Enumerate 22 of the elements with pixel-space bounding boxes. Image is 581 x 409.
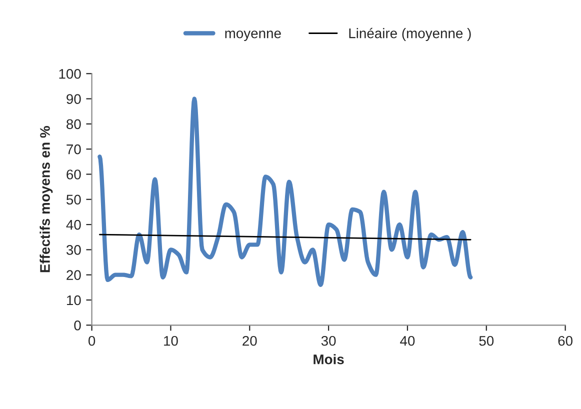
- y-tick-label: 70: [66, 144, 81, 154]
- y-tick-label: 90: [66, 94, 81, 104]
- x-tick-label: 40: [400, 336, 415, 346]
- y-tick-label: 0: [74, 320, 81, 330]
- x-tick-label: 10: [164, 336, 178, 346]
- y-tick-label: 100: [59, 68, 81, 79]
- x-tick-label: 50: [479, 336, 494, 346]
- legend-label: moyenne: [225, 30, 281, 41]
- x-tick-label: 60: [558, 336, 572, 346]
- y-tick-label: 60: [66, 170, 81, 180]
- x-axis-title: Mois: [314, 354, 344, 364]
- y-tick-label: 40: [66, 220, 81, 230]
- y-tick-label: 10: [66, 295, 81, 306]
- y-tick-label: 30: [66, 245, 81, 255]
- y-tick-label: 50: [66, 194, 81, 205]
- y-tick-label: 80: [66, 119, 81, 130]
- x-tick-label: 20: [242, 336, 257, 346]
- x-tick-label: 30: [321, 336, 336, 346]
- x-tick-label: 0: [88, 336, 96, 346]
- y-axis-title: Effectifs moyens en %: [40, 126, 53, 272]
- legend-label: Linéaire (moyenne ): [349, 28, 471, 41]
- y-tick-label: 20: [66, 270, 81, 280]
